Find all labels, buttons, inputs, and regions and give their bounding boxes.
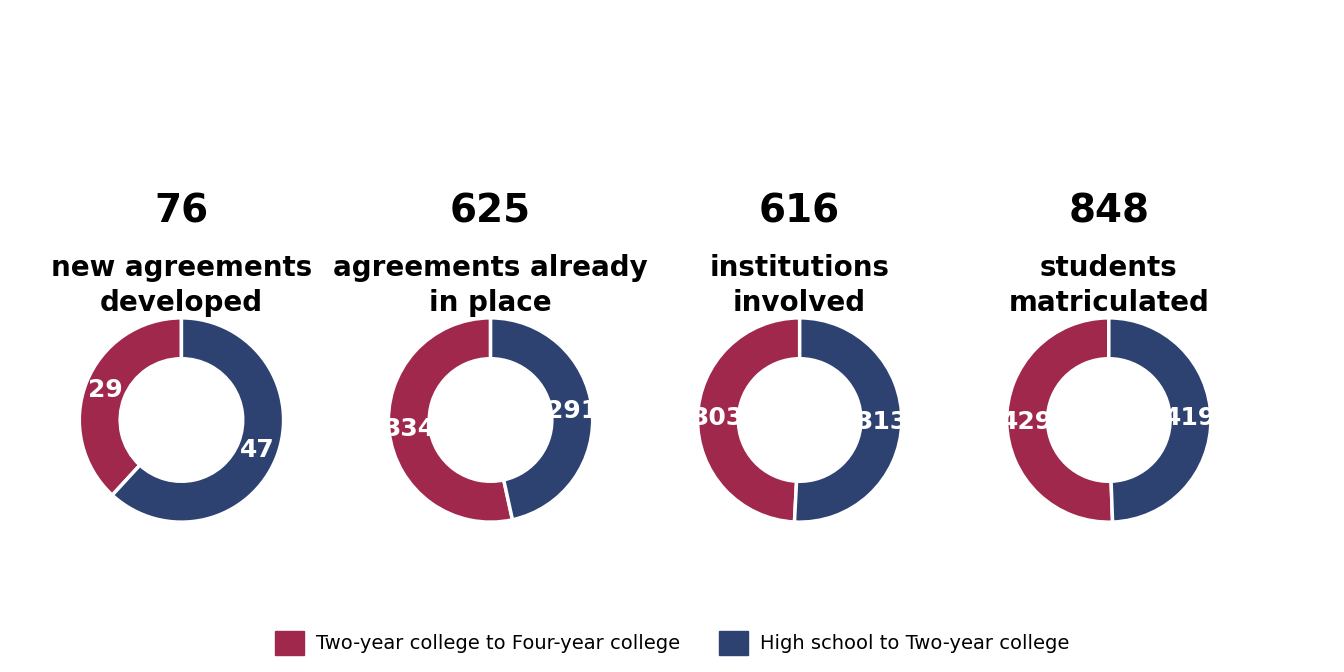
Wedge shape [794,318,902,522]
Text: 419: 419 [1164,407,1216,431]
Wedge shape [491,318,593,519]
Text: agreements already
in place: agreements already in place [333,254,648,317]
Text: 625: 625 [450,193,531,230]
Wedge shape [698,318,800,522]
Wedge shape [1109,318,1211,522]
Wedge shape [388,318,512,522]
Text: institutions
involved: institutions involved [710,254,890,317]
Text: 29: 29 [87,378,122,403]
Text: students
matriculated: students matriculated [1008,254,1210,317]
Text: 76: 76 [155,193,208,230]
Text: 47: 47 [241,437,276,462]
Text: 291: 291 [546,399,598,423]
Text: 313: 313 [855,410,907,434]
Text: 616: 616 [759,193,840,230]
Wedge shape [1007,318,1113,522]
Text: 334: 334 [383,417,435,441]
Text: new agreements
developed: new agreements developed [51,254,312,317]
Text: 848: 848 [1068,193,1149,230]
Legend: Two-year college to Four-year college, High school to Two-year college: Two-year college to Four-year college, H… [267,623,1077,663]
Wedge shape [113,318,284,522]
Wedge shape [79,318,181,495]
Text: 429: 429 [1001,409,1054,433]
Text: 303: 303 [692,406,745,430]
